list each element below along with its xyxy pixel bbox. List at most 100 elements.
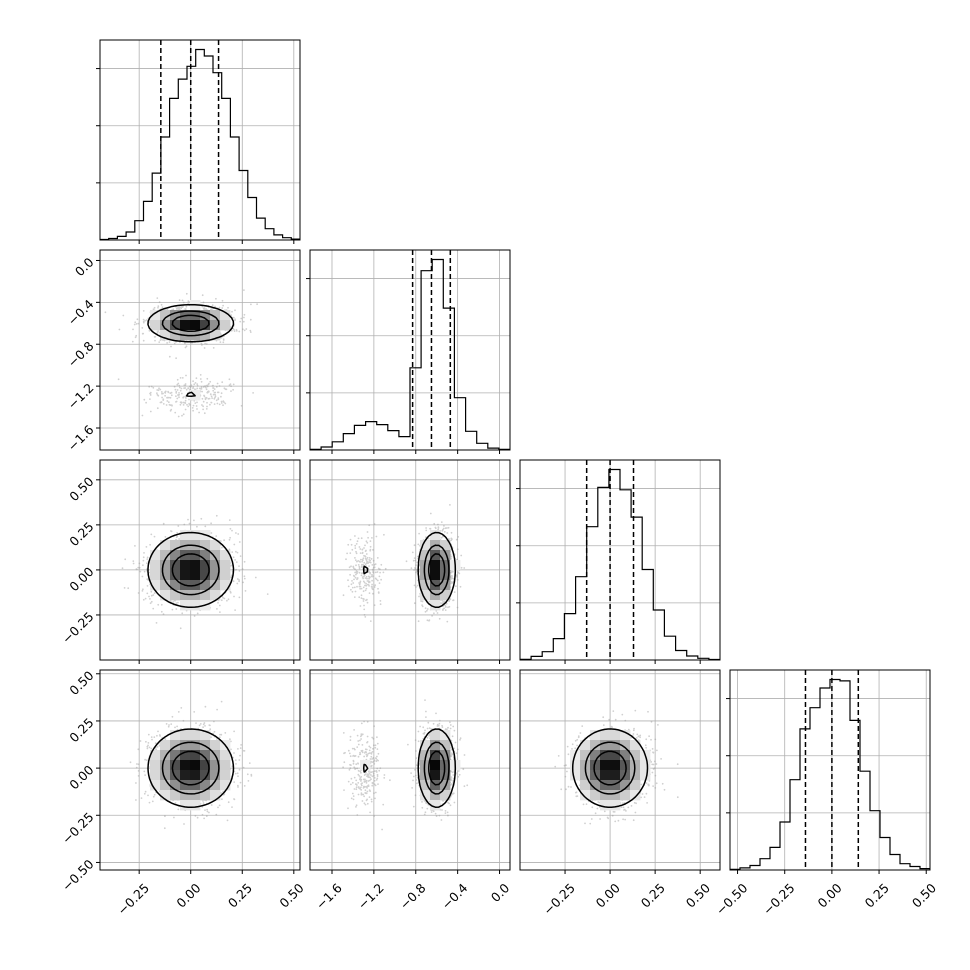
density-cell xyxy=(150,580,161,591)
density-cell xyxy=(150,550,161,561)
density-cell xyxy=(420,790,431,801)
density-cell xyxy=(440,540,451,551)
density-cell xyxy=(430,560,441,571)
density-cell xyxy=(150,750,161,761)
tick-label-x: 0.25 xyxy=(225,880,255,910)
density-cell xyxy=(180,750,191,761)
density-cell xyxy=(600,730,611,741)
density-cell xyxy=(210,550,221,561)
density-cell xyxy=(210,310,221,321)
density-cell xyxy=(430,760,441,771)
panel-frame xyxy=(99,669,301,871)
panel-3-1: −1.6 −1.2 −0.8 −0.4 0.0 xyxy=(309,669,512,912)
tick-label-x: 0.25 xyxy=(638,880,668,910)
density-cell xyxy=(590,790,601,801)
density-cell xyxy=(160,330,171,341)
density-cell xyxy=(220,570,231,581)
contour-level-0 xyxy=(147,303,235,398)
density-cell xyxy=(160,590,171,601)
panel-3-3: −0.50 −0.25 0.00 0.25 0.50 xyxy=(713,669,939,918)
tick-label-x: −0.50 xyxy=(713,880,751,918)
density-cell xyxy=(430,770,441,781)
density-cell xyxy=(190,790,201,801)
panel-2-2 xyxy=(516,459,721,664)
density-cell xyxy=(640,760,651,771)
density-cell xyxy=(150,320,161,331)
density-cell xyxy=(180,600,191,611)
density-cell xyxy=(180,760,191,771)
density-cell xyxy=(600,800,611,811)
density-cell xyxy=(580,770,591,781)
density-cell xyxy=(440,740,451,751)
panel-frame xyxy=(309,459,511,661)
tick-label-x: 0.50 xyxy=(909,880,939,910)
panel-frame xyxy=(99,39,301,241)
density-cell xyxy=(610,780,621,791)
contour-level-2 xyxy=(171,314,210,333)
density-cell xyxy=(160,780,171,791)
density-cell xyxy=(590,750,601,761)
density-cell xyxy=(190,770,201,781)
density-cell xyxy=(170,560,181,571)
density-cell xyxy=(590,760,601,771)
panel-0-0 xyxy=(96,39,301,244)
density-cell xyxy=(180,570,191,581)
density-cell xyxy=(160,570,171,581)
density-cell xyxy=(210,580,221,591)
density-cell xyxy=(430,730,441,741)
tick-label-y: 0.50 xyxy=(66,474,96,504)
tick-label-y: −1.6 xyxy=(65,422,97,454)
density-cell xyxy=(440,790,451,801)
density-cell xyxy=(150,570,161,581)
density-cell xyxy=(170,790,181,801)
tick-label-y: −1.2 xyxy=(65,380,97,412)
tick-label-x: 0.50 xyxy=(683,880,713,910)
density-cell xyxy=(220,760,231,771)
density-cell xyxy=(210,760,221,771)
panel-frame xyxy=(519,669,721,871)
density-cell xyxy=(170,780,181,791)
contour-level-2 xyxy=(171,553,210,587)
density-cell xyxy=(170,540,181,551)
panel-1-1 xyxy=(306,249,511,454)
density-cell xyxy=(180,730,191,741)
tick-label-y: −0.50 xyxy=(59,856,97,894)
tick-label-x: 0.00 xyxy=(814,880,844,910)
density-cell xyxy=(170,730,181,741)
contour-level-0 xyxy=(571,728,649,808)
density-cell xyxy=(430,550,441,561)
density-cell xyxy=(190,760,201,771)
density-cell xyxy=(430,750,441,761)
density-cell xyxy=(180,800,191,811)
density-cell xyxy=(200,780,211,791)
density-cell xyxy=(150,780,161,791)
tick-label-x: −0.8 xyxy=(397,880,429,912)
density-cell xyxy=(620,740,631,751)
density-cell xyxy=(200,750,211,761)
density-cell xyxy=(600,770,611,781)
tick-label-y: 0.25 xyxy=(66,519,96,549)
density-cell xyxy=(200,560,211,571)
density-cell xyxy=(190,320,201,331)
density-cell xyxy=(190,800,201,811)
density-cell xyxy=(160,760,171,771)
contour-level-0 xyxy=(147,531,235,609)
histogram-0 xyxy=(100,48,300,240)
density-cell xyxy=(420,590,431,601)
density-cell xyxy=(180,590,191,601)
density-cell xyxy=(600,760,611,771)
density-cell xyxy=(180,740,191,751)
histogram-1 xyxy=(310,258,510,450)
density-cell xyxy=(630,790,641,801)
density-cell xyxy=(200,550,211,561)
density-cell xyxy=(630,750,641,761)
density-cell xyxy=(210,780,221,791)
density-cell xyxy=(210,330,221,341)
density-cell xyxy=(210,540,221,551)
density-cell xyxy=(630,780,641,791)
panel-frame xyxy=(309,669,511,871)
density-cell xyxy=(180,780,191,791)
density-cell xyxy=(190,740,201,751)
tick-label-x: −1.6 xyxy=(313,880,345,912)
